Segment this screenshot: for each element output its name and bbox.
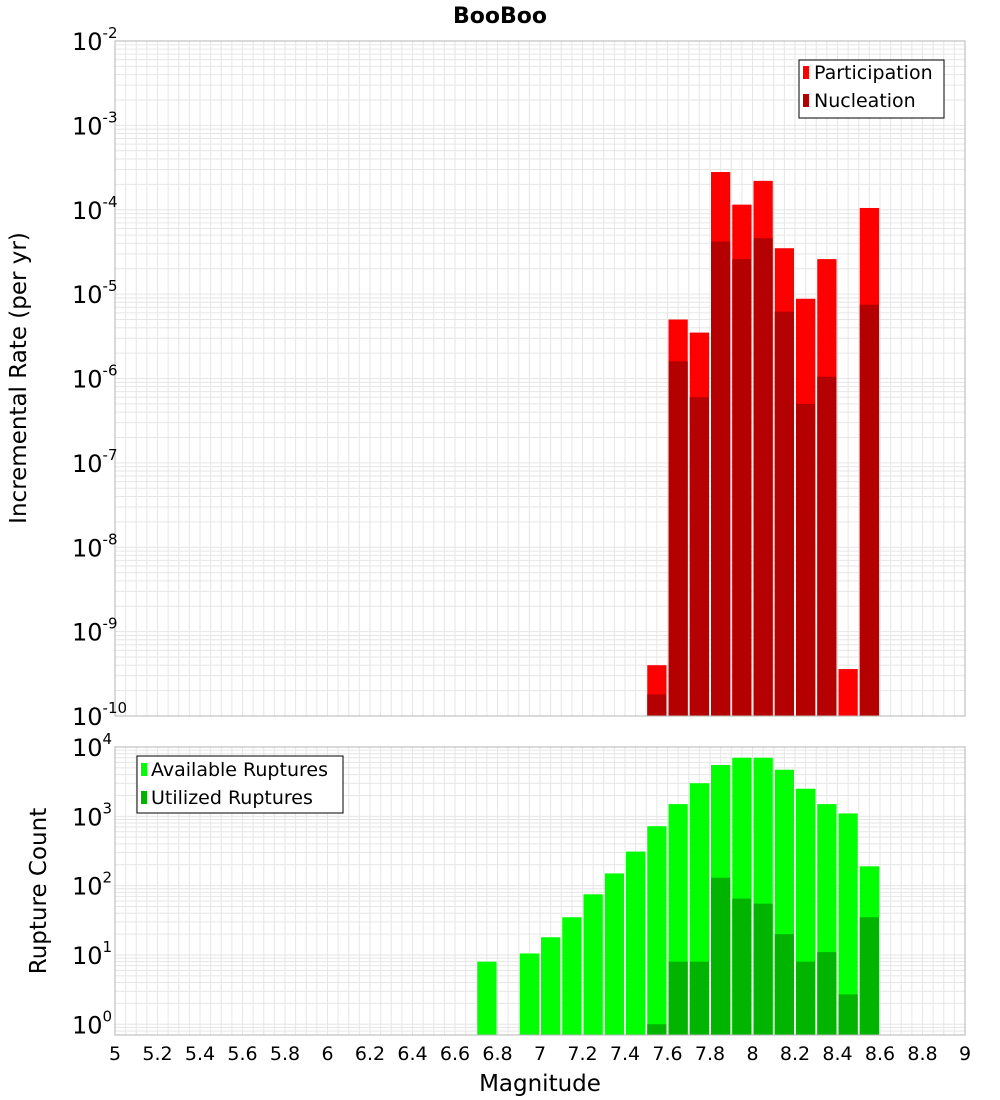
x-tick-label: 5.4: [185, 1043, 215, 1065]
nucleation-bar: [711, 241, 731, 717]
utilized-ruptures-bar: [668, 961, 688, 1035]
x-tick-label: 5: [109, 1043, 121, 1065]
count-y-ticks: 100 101 102 103 104: [72, 730, 112, 1039]
count-bars: [477, 757, 879, 1035]
x-tick-label: 6.4: [397, 1043, 427, 1065]
x-tick-label: 7.4: [610, 1043, 640, 1065]
y-tick-label: 10-6: [72, 362, 118, 394]
nucleation-bar: [753, 238, 773, 716]
available-ruptures-bar: [541, 937, 561, 1035]
utilized-ruptures-bar: [796, 961, 816, 1035]
x-tick-label: 7: [534, 1043, 546, 1065]
x-tick-label: 7.8: [695, 1043, 725, 1065]
nucleation-bar: [817, 376, 837, 716]
nucleation-bar: [774, 311, 794, 716]
x-tick-label: 7.6: [652, 1043, 682, 1065]
utilized-legend-label: Utilized Ruptures: [151, 787, 313, 809]
available-ruptures-bar: [838, 813, 858, 1035]
utilized-ruptures-bar: [774, 934, 794, 1035]
count-y-axis-label: Rupture Count: [26, 808, 52, 974]
rate-legend-box: [798, 59, 945, 119]
utilized-ruptures-bar: [859, 917, 879, 1035]
y-tick-label: 10-3: [72, 108, 118, 140]
y-tick-label: 10-7: [72, 446, 118, 478]
x-tick-label: 8.4: [822, 1043, 852, 1065]
rate-panel: 10-10 10-9 10-8 10-7 10-6 10-5 10-4 10-3 10-2 In…: [6, 24, 966, 731]
utilized-ruptures-bar: [711, 877, 731, 1035]
available-ruptures-bar: [604, 873, 624, 1035]
y-tick-label: 10-9: [72, 615, 118, 647]
y-tick-label: 103: [72, 799, 112, 831]
x-tick-label: 8.8: [907, 1043, 937, 1065]
available-legend-swatch: [141, 763, 147, 776]
nucleation-bar: [647, 694, 667, 716]
x-tick-label: 5.2: [142, 1043, 172, 1065]
count-plot-frame: [114, 746, 966, 1036]
rate-legend: Participation Nucleation: [798, 59, 945, 119]
available-ruptures-bar: [519, 953, 539, 1035]
participation-bar: [838, 669, 858, 716]
x-tick-label: 5.6: [227, 1043, 257, 1065]
x-ticks: 5 5.2 5.4 5.6 5.8 6 6.2 6.4 6.6 6.8 7 7.2 7.4 7.6 7.8 8…: [109, 1043, 971, 1065]
x-tick-label: 6.2: [355, 1043, 385, 1065]
count-panel: 100 101 102 103 104 5 5.2 5.4 5.6 5.8 6 6.2 6.4 6.6 6…: [26, 730, 971, 1097]
x-tick-label: 6.8: [482, 1043, 512, 1065]
rate-grid: [114, 40, 966, 717]
nucleation-legend-label: Nucleation: [814, 90, 916, 112]
x-tick-label: 8: [746, 1043, 758, 1065]
rate-plot-frame: [114, 40, 966, 717]
x-tick-label: 6: [321, 1043, 333, 1065]
x-tick-label: 8.2: [780, 1043, 810, 1065]
rate-y-axis-label: Incremental Rate (per yr): [6, 232, 32, 524]
utilized-ruptures-bar: [732, 898, 752, 1035]
nucleation-bar: [796, 403, 816, 716]
available-ruptures-bar: [626, 851, 646, 1035]
utilized-ruptures-bar: [689, 961, 709, 1035]
participation-legend-label: Participation: [814, 62, 933, 84]
participation-legend-swatch: [803, 66, 809, 79]
y-tick-label: 102: [72, 869, 112, 901]
rate-y-ticks: 10-10 10-9 10-8 10-7 10-6 10-5 10-4 10-3 10-2: [72, 24, 127, 731]
utilized-ruptures-bar: [838, 994, 858, 1035]
available-legend-label: Available Ruptures: [151, 759, 328, 781]
y-tick-label: 10-4: [72, 193, 118, 225]
count-legend-box: [136, 755, 344, 814]
nucleation-bar: [668, 361, 688, 716]
available-ruptures-bar: [477, 961, 497, 1035]
utilized-ruptures-bar: [817, 952, 837, 1035]
y-tick-label: 10-8: [72, 530, 118, 562]
y-tick-label: 10-10: [72, 699, 127, 731]
available-ruptures-bar: [647, 826, 667, 1035]
available-ruptures-bar: [583, 894, 603, 1035]
x-tick-label: 8.6: [865, 1043, 895, 1065]
utilized-ruptures-bar: [753, 903, 773, 1035]
x-axis-label: Magnitude: [479, 1071, 601, 1097]
x-tick-label: 6.6: [440, 1043, 470, 1065]
y-tick-label: 10-2: [72, 24, 118, 56]
y-tick-label: 100: [72, 1007, 112, 1039]
x-tick-label: 5.8: [270, 1043, 300, 1065]
chart-title: BooBoo: [453, 4, 547, 29]
x-tick-label: 9: [959, 1043, 971, 1065]
nucleation-bar: [732, 259, 752, 716]
utilized-legend-swatch: [141, 791, 147, 804]
utilized-ruptures-bar: [647, 1024, 667, 1035]
nucleation-bar: [689, 397, 709, 716]
nucleation-legend-swatch: [803, 94, 809, 107]
x-tick-label: 7.2: [567, 1043, 597, 1065]
available-ruptures-bar: [562, 917, 582, 1035]
count-legend: Available Ruptures Utilized Ruptures: [136, 755, 344, 814]
y-tick-label: 104: [72, 730, 112, 762]
y-tick-label: 10-5: [72, 277, 118, 309]
nucleation-bar: [859, 304, 879, 716]
y-tick-label: 101: [72, 938, 112, 970]
rate-bars: [647, 172, 879, 717]
